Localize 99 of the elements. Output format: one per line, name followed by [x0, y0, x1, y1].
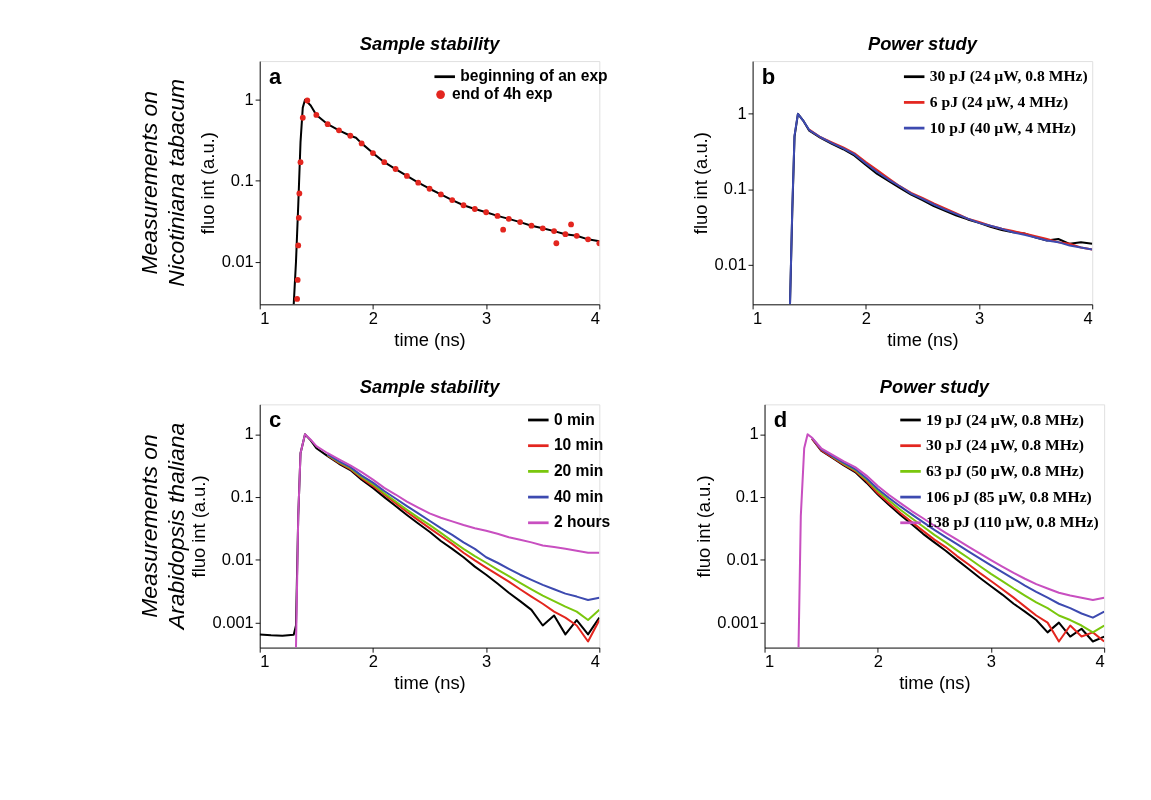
legend-label: 40 min — [553, 487, 604, 505]
annotation: d — [773, 407, 788, 433]
y-tick-label: 0.001 — [212, 612, 254, 632]
x-tick-label: 1 — [260, 309, 270, 329]
point — [426, 185, 433, 192]
y-tick-label: 1 — [749, 424, 759, 444]
x-tick-label: 2 — [368, 309, 379, 329]
point — [562, 231, 569, 238]
y-tick-label: 0.01 — [221, 251, 254, 271]
y-axis-title: fluo int (a.u.) — [690, 132, 712, 235]
y-tick-label: 0.1 — [723, 179, 747, 199]
point — [294, 296, 301, 302]
x-axis-title: time (ns) — [899, 672, 971, 694]
point — [449, 197, 456, 203]
point — [471, 206, 478, 212]
legend-label: 106 pJ (85 µW, 0.8 MHz) — [926, 487, 1092, 506]
point — [347, 132, 354, 139]
x-axis-title: time (ns) — [887, 329, 959, 351]
y-tick-label: 1 — [737, 103, 747, 123]
point — [568, 221, 574, 228]
point — [483, 209, 490, 216]
y-tick-label: 1 — [244, 424, 254, 444]
x-tick-label: 2 — [861, 309, 871, 329]
legend-label: 2 hours — [553, 513, 611, 531]
legend-label: end of 4h exp — [452, 85, 553, 103]
point — [460, 202, 467, 209]
point — [539, 225, 546, 232]
annotation: a — [268, 64, 282, 90]
x-tick-label: 2 — [873, 652, 883, 672]
point — [585, 236, 591, 243]
point — [500, 226, 507, 233]
x-tick-label: 3 — [974, 309, 985, 329]
point — [304, 97, 311, 104]
point — [295, 214, 302, 221]
legend-label: 63 pJ (50 µW, 0.8 MHz) — [926, 461, 1084, 480]
point — [573, 232, 580, 239]
legend-label: 30 pJ (24 µW, 0.8 MHz) — [926, 436, 1084, 455]
point — [437, 191, 444, 198]
legend-label: 20 min — [553, 461, 604, 479]
point — [336, 127, 342, 134]
legend-label: 19 pJ (24 µW, 0.8 MHz) — [926, 410, 1084, 429]
y-tick-label: 0.001 — [717, 612, 759, 632]
point — [358, 140, 365, 147]
x-tick-label: 2 — [368, 652, 379, 672]
point — [494, 212, 501, 219]
point — [392, 166, 399, 172]
x-tick-label: 4 — [590, 309, 600, 329]
y-tick-label: 0.1 — [230, 170, 254, 190]
point — [553, 240, 560, 247]
line-series — [831, 455, 1105, 634]
x-tick-label: 3 — [482, 652, 492, 672]
point — [295, 242, 302, 249]
y-tick-label: 0.1 — [230, 487, 254, 507]
y-axis-title: fluo int (a.u.) — [188, 475, 210, 578]
point — [551, 228, 557, 235]
legend-label: 0 min — [553, 410, 595, 428]
legend-label: 6 pJ (24 µW, 4 MHz) — [929, 93, 1069, 111]
point — [528, 222, 535, 229]
legend-label: 10 pJ (40 µW, 4 MHz) — [929, 118, 1076, 137]
x-tick-label: 4 — [1083, 309, 1093, 329]
x-axis-title: time (ns) — [394, 329, 466, 351]
y-tick-label: 0.01 — [221, 549, 254, 569]
point — [294, 277, 301, 283]
text: Measurements on Arabidopsis thaliana — [135, 422, 190, 632]
y-axis-title: fluo int (a.u.) — [692, 475, 714, 578]
point — [324, 121, 331, 128]
point — [505, 215, 512, 222]
point — [381, 159, 388, 166]
x-tick-label: 1 — [260, 652, 270, 672]
point — [517, 219, 524, 225]
y-tick-label: 0.01 — [714, 254, 747, 274]
x-tick-label: 4 — [1095, 652, 1105, 672]
point — [404, 173, 410, 179]
legend-label: 138 pJ (110 µW, 0.8 MHz) — [926, 513, 1099, 532]
legend-label: 30 pJ (24 µW, 0.8 MHz) — [929, 67, 1088, 86]
annotation: b — [761, 64, 776, 90]
x-tick-label: 3 — [986, 652, 997, 672]
text: Measurements on Nicotiniana tabacum — [135, 78, 190, 287]
chart-title: Sample stability — [359, 376, 501, 398]
x-tick-label: 4 — [590, 652, 600, 672]
chart-title: Sample stability — [359, 33, 501, 55]
chart-title: Power study — [867, 33, 978, 55]
point — [297, 159, 304, 166]
x-axis-title: time (ns) — [394, 672, 466, 694]
legend-label: 10 min — [553, 436, 604, 454]
y-axis-title: fluo int (a.u.) — [197, 132, 219, 235]
point — [299, 114, 306, 121]
y-tick-label: 0.1 — [735, 487, 759, 507]
point — [313, 112, 320, 118]
x-tick-label: 1 — [765, 652, 775, 672]
point — [415, 179, 422, 186]
x-tick-label: 3 — [482, 309, 492, 329]
point — [370, 150, 376, 156]
chart-title: Power study — [879, 376, 990, 398]
point — [296, 190, 303, 197]
legend-label: beginning of an exp — [460, 67, 608, 85]
y-tick-label: 1 — [244, 89, 254, 109]
y-tick-label: 0.01 — [726, 549, 759, 569]
annotation: c — [268, 407, 282, 433]
